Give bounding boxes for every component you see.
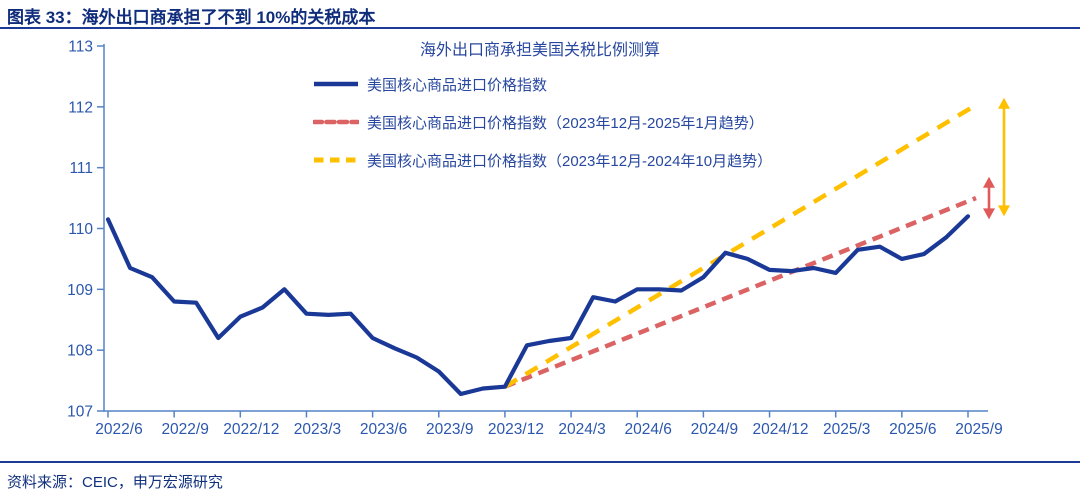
- legend-item-yellow-trend: 美国核心商品进口价格指数（2023年12月-2024年10月趋势）: [313, 148, 772, 172]
- x-tick-label: 2025/9: [955, 421, 1002, 438]
- y-tick-label: 112: [68, 99, 93, 116]
- figure-title: 图表 33：海外出口商承担了不到 10%的关税成本: [7, 8, 376, 27]
- x-tick-label: 2022/9: [161, 421, 208, 438]
- x-tick-label: 2025/6: [889, 421, 936, 438]
- x-tick-label: 2022/6: [95, 421, 142, 438]
- x-tick-label: 2023/9: [426, 421, 473, 438]
- yellow-dashed-line-swatch-icon: [313, 156, 359, 164]
- x-tick-label: 2024/9: [691, 421, 738, 438]
- legend-label: 美国核心商品进口价格指数: [367, 76, 548, 94]
- price-index-line: [105, 214, 971, 397]
- red-gap-arrow-head-up: [983, 176, 995, 188]
- legend-item-red-trend: 美国核心商品进口价格指数（2023年12月-2025年1月趋势）: [313, 110, 772, 134]
- y-tick-label: 113: [68, 39, 93, 56]
- x-tick-label: 2025/3: [823, 421, 870, 438]
- solid-line-swatch-icon: [313, 80, 359, 88]
- x-tick-label: 2022/12: [223, 421, 279, 438]
- y-tick-label: 107: [67, 404, 93, 421]
- legend-item-actual: 美国核心商品进口价格指数: [313, 72, 772, 96]
- x-tick-label: 2023/3: [294, 421, 341, 438]
- y-tick-label: 111: [69, 160, 93, 177]
- chart-legend: 美国核心商品进口价格指数 美国核心商品进口价格指数（2023年12月-2025年…: [313, 72, 772, 186]
- red-dashed-line-swatch-icon: [313, 118, 359, 126]
- x-tick-label: 2023/12: [488, 421, 544, 438]
- source-note: 资料来源：CEIC，申万宏源研究: [7, 474, 223, 491]
- yellow-gap-arrow-head-down: [998, 205, 1010, 217]
- yellow-gap-arrow-head-up: [998, 97, 1010, 109]
- chart-title: 海外出口商承担美国关税比例测算: [419, 42, 660, 59]
- y-tick-label: 109: [67, 282, 93, 299]
- x-tick-label: 2024/12: [753, 421, 809, 438]
- red-trend-line: [504, 195, 977, 389]
- header-divider: [0, 27, 1080, 29]
- x-tick-label: 2024/6: [625, 421, 672, 438]
- x-tick-label: 2024/3: [558, 421, 605, 438]
- x-tick-label: 2023/6: [360, 421, 407, 438]
- y-tick-label: 110: [68, 221, 93, 238]
- red-gap-arrow-head-down: [983, 208, 995, 220]
- yellow-trend-line: [503, 101, 980, 389]
- y-tick-label: 108: [67, 343, 93, 360]
- footer-divider: [0, 461, 1080, 463]
- legend-label: 美国核心商品进口价格指数（2023年12月-2025年1月趋势）: [367, 114, 764, 132]
- legend-label: 美国核心商品进口价格指数（2023年12月-2024年10月趋势）: [367, 152, 773, 170]
